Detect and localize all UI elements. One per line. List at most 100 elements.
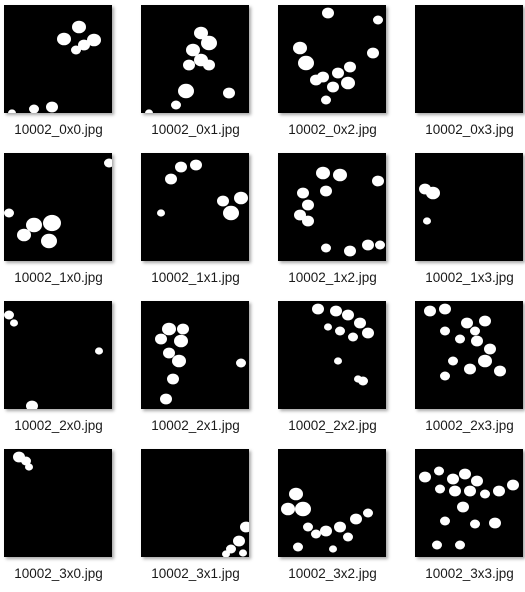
file-thumbnail[interactable] [278,449,386,557]
thumbnail-image [8,20,101,113]
thumbnail-blob [312,303,324,315]
thumbnail-blob [303,522,313,532]
file-name-label: 10002_1x2.jpg [288,270,377,285]
file-name-label: 10002_3x2.jpg [288,566,377,581]
thumbnail-image [145,26,235,113]
file-tile[interactable]: 10002_2x2.jpg [274,296,411,444]
thumbnail-blob [341,76,355,90]
file-tile[interactable]: 10002_0x3.jpg [411,0,525,148]
thumbnail-blob [46,101,58,113]
thumbnail-blob [177,323,189,335]
thumbnail-blob [334,357,342,365]
thumbnail-blob [358,376,368,386]
thumbnail-blob [234,191,248,205]
thumbnail-image [155,322,246,405]
file-tile[interactable]: 10002_3x1.jpg [137,444,274,592]
file-thumbnail[interactable] [141,153,249,261]
thumbnail-blob [26,217,42,233]
thumbnail-blob [471,335,483,347]
file-thumbnail[interactable] [141,5,249,113]
thumbnail-blob [424,305,436,317]
file-tile[interactable]: 10002_0x0.jpg [0,0,137,148]
file-thumbnail[interactable] [415,449,523,557]
file-tile[interactable]: 10002_1x2.jpg [274,148,411,296]
thumbnail-blob [302,199,314,211]
file-name-label: 10002_2x0.jpg [14,418,103,433]
thumbnail-blob [233,535,245,547]
file-tile[interactable]: 10002_0x2.jpg [274,0,411,148]
thumbnail-blob [163,347,175,359]
file-tile[interactable]: 10002_2x0.jpg [0,296,137,444]
thumbnail-blob [95,347,103,355]
thumbnail-image [312,303,374,386]
file-tile[interactable]: 10002_1x0.jpg [0,148,137,296]
file-thumbnail[interactable] [141,449,249,557]
thumbnail-blob [289,487,303,501]
thumbnail-blob [25,463,33,471]
thumbnail-blob [162,322,176,336]
file-thumbnail[interactable] [278,5,386,113]
thumbnail-blob [160,393,172,405]
thumbnail-image [415,5,523,113]
file-tile[interactable]: 10002_0x1.jpg [137,0,274,148]
thumbnail-blob [333,168,347,182]
file-name-label: 10002_0x3.jpg [425,122,514,137]
thumbnail-image [13,451,33,471]
thumbnail-blob [165,173,177,185]
thumbnail-blob [440,371,450,381]
thumbnail-blob [461,317,473,329]
file-thumbnail[interactable] [4,449,112,557]
file-name-label: 10002_1x1.jpg [151,270,240,285]
thumbnail-blob [310,74,322,86]
file-tile[interactable]: 10002_2x3.jpg [411,296,525,444]
thumbnail-blob [194,26,208,40]
thumbnail-blob [175,161,187,173]
file-thumbnail[interactable] [415,301,523,409]
thumbnail-blob [217,195,229,207]
thumbnail-blob [434,466,444,476]
file-thumbnail[interactable] [4,5,112,113]
file-thumbnail[interactable] [415,153,523,261]
thumbnail-blob [145,109,153,113]
file-name-label: 10002_3x0.jpg [14,566,103,581]
thumbnail-blob [455,540,465,550]
file-name-label: 10002_0x1.jpg [151,122,240,137]
file-name-label: 10002_2x3.jpg [425,418,514,433]
thumbnail-blob [440,326,450,336]
thumbnail-blob [43,214,61,232]
thumbnail-blob [489,517,501,529]
file-thumbnail[interactable] [278,301,386,409]
thumbnail-blob [190,159,202,171]
thumbnail-image [281,487,373,553]
file-name-label: 10002_0x2.jpg [288,122,377,137]
thumbnail-blob [455,334,465,344]
file-tile[interactable]: 10002_3x3.jpg [411,444,525,592]
file-tile[interactable]: 10002_1x1.jpg [137,148,274,296]
thumbnail-blob [201,35,217,51]
file-thumbnail[interactable] [415,5,523,113]
file-tile[interactable]: 10002_1x3.jpg [411,148,525,296]
thumbnail-blob [71,45,81,55]
thumbnail-blob [344,245,356,257]
file-thumbnail[interactable] [141,301,249,409]
file-name-label: 10002_3x1.jpg [151,566,240,581]
file-thumbnail[interactable] [278,153,386,261]
thumbnail-blob [239,549,247,557]
thumbnail-blob [507,479,519,491]
thumbnail-image [157,159,248,221]
file-tile[interactable]: 10002_2x1.jpg [137,296,274,444]
file-thumbnail[interactable] [4,153,112,261]
thumbnail-blob [293,542,303,552]
thumbnail-blob [363,508,373,518]
thumbnail-blob [293,41,307,55]
thumbnail-blob [423,217,431,225]
file-name-label: 10002_2x1.jpg [151,418,240,433]
thumbnail-blob [157,209,165,217]
file-tile[interactable]: 10002_3x0.jpg [0,444,137,592]
thumbnail-blob [311,529,321,539]
thumbnail-blob [484,343,496,355]
thumbnail-blob [330,305,342,317]
file-thumbnail[interactable] [4,301,112,409]
file-tile[interactable]: 10002_3x2.jpg [274,444,411,592]
thumbnail-blob [10,319,18,327]
